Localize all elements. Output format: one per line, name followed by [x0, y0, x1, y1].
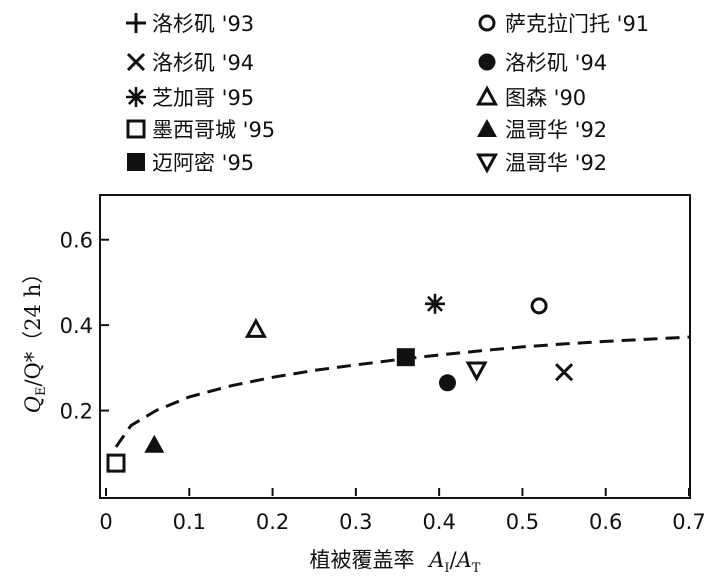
- y-axis-var: Q: [21, 396, 45, 413]
- x-tick-label: 0.2: [256, 510, 289, 534]
- data-point: [244, 317, 267, 338]
- y-axis-sub: E: [34, 387, 49, 397]
- x-tick-label: 0: [99, 510, 112, 534]
- data-point: [144, 434, 165, 453]
- filled-circle-marker-icon: [478, 53, 496, 71]
- open-circle-marker-icon: [478, 14, 496, 32]
- data-point: [424, 293, 445, 314]
- x-tick-label: 0.6: [589, 510, 622, 534]
- data-point: [438, 374, 456, 392]
- legend-entry: 图森 '90: [475, 85, 586, 110]
- x-axis-var2: A: [455, 548, 472, 572]
- legend-entry: 迈阿密 '95: [127, 151, 254, 175]
- legend-label: 迈阿密 '95: [152, 151, 254, 175]
- data-points: [106, 293, 574, 473]
- legend-label: 洛杉矶 '94: [152, 51, 254, 75]
- x-tick-label: 0.5: [506, 510, 539, 534]
- legend-label: 温哥华 '92: [505, 118, 607, 142]
- legend-entry: 墨西哥城 '95: [126, 118, 275, 142]
- x-tick-label: 0.1: [173, 510, 206, 534]
- x-tick-label: 0.3: [339, 510, 372, 534]
- x-axis-title: 植被覆盖率 AI/AT: [310, 548, 481, 576]
- legend-entry: 洛杉矶 '93: [126, 12, 254, 36]
- y-tick-label: 0.6: [60, 229, 93, 253]
- axis-ticks: 0 0.1 0.2 0.3 0.4 0.5 0.6 0.7 0.2 0.4 0.6: [60, 229, 706, 534]
- y-tick-label: 0.2: [60, 400, 93, 424]
- x-tick-label: 0.7: [672, 510, 705, 534]
- legend: 洛杉矶 '93 洛杉矶 '94 芝加哥 '95 墨西哥城 '95 迈阿密 '95 萨克拉门…: [126, 12, 649, 175]
- legend-entry: 温哥华 '92: [477, 118, 607, 142]
- filled-square-marker-icon: [127, 153, 145, 171]
- data-point: [465, 361, 488, 382]
- legend-entry: 萨克拉门托 '91: [478, 12, 649, 36]
- cross-marker-icon: [126, 52, 146, 72]
- open-square-marker-icon: [126, 119, 146, 139]
- y-axis-title: QE/Q*（24 h）: [21, 263, 49, 413]
- data-point: [396, 348, 415, 367]
- legend-label: 洛杉矶 '94: [505, 51, 607, 75]
- x-axis-title-prefix: 植被覆盖率: [310, 548, 415, 572]
- asterisk-marker-icon: [126, 87, 146, 107]
- legend-entry: 洛杉矶 '94: [126, 51, 254, 75]
- x-axis-sub1: I: [444, 561, 449, 576]
- legend-entry: 温哥华 '92: [475, 151, 607, 175]
- plus-marker-icon: [126, 13, 146, 33]
- legend-label: 温哥华 '92: [505, 151, 607, 175]
- legend-label: 洛杉矶 '93: [152, 12, 254, 36]
- legend-label: 萨克拉门托 '91: [505, 12, 649, 36]
- data-point: [530, 297, 548, 315]
- plot-frame: [99, 194, 691, 499]
- legend-label: 墨西哥城 '95: [152, 118, 275, 142]
- legend-entry: 洛杉矶 '94: [478, 51, 607, 75]
- x-axis-sep: /: [450, 548, 458, 572]
- y-tick-label: 0.4: [60, 314, 93, 338]
- legend-entry: 芝加哥 '95: [126, 86, 254, 110]
- x-tick-label: 0.4: [422, 510, 455, 534]
- x-axis-var: A: [427, 548, 444, 572]
- filled-triangle-up-marker-icon: [477, 119, 497, 137]
- y-axis-rest: /Q*（24 h）: [21, 263, 45, 387]
- trend-curve: [114, 335, 690, 448]
- data-point: [106, 453, 126, 473]
- data-point: [555, 363, 574, 382]
- open-triangle-down-marker-icon: [475, 153, 499, 174]
- legend-label: 图森 '90: [505, 86, 586, 110]
- legend-label: 芝加哥 '95: [152, 86, 254, 110]
- open-triangle-up-marker-icon: [475, 85, 499, 106]
- x-axis-sub2: T: [472, 561, 481, 576]
